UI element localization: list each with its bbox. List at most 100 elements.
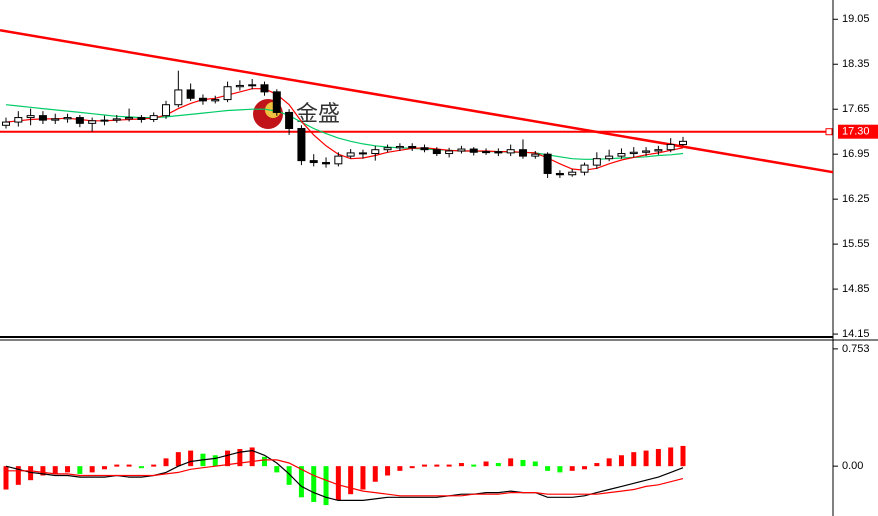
candle-body (51, 118, 60, 121)
candle-body (408, 145, 417, 149)
histogram-bar (286, 466, 292, 485)
candle-body (174, 89, 183, 106)
histogram-bar (520, 459, 526, 467)
histogram-bar (335, 466, 341, 501)
candle-body (235, 84, 244, 88)
candle-body (272, 91, 281, 113)
histogram-bar (311, 466, 317, 502)
histogram-bar (65, 466, 71, 473)
candle-body (14, 117, 23, 123)
y-tick-label: 14.15 (842, 328, 870, 340)
histogram-bar (545, 466, 551, 471)
histogram-bar (274, 466, 280, 473)
candle-body (543, 153, 552, 174)
candle-body (112, 118, 121, 121)
y-tick-label: 17.65 (842, 103, 870, 115)
watermark: 金盛 (296, 101, 340, 126)
candle-body (2, 121, 10, 126)
histogram-bar (446, 464, 452, 467)
price-line-handle (825, 128, 833, 136)
candle-body (383, 147, 392, 151)
histogram-bar (89, 466, 95, 473)
histogram-bar (409, 466, 415, 469)
candle-body (654, 149, 663, 152)
candle-body (88, 120, 97, 124)
histogram-bar (606, 458, 612, 467)
candle-body (371, 149, 380, 155)
candle-body (605, 155, 614, 160)
candle-body (346, 152, 355, 157)
candle-body (285, 111, 294, 129)
macd-line (6, 459, 684, 497)
candle-body (260, 84, 269, 93)
candle-body (629, 151, 638, 155)
y-tick-label: 19.05 (842, 13, 870, 25)
candle-body (75, 117, 84, 124)
histogram-bar (631, 452, 637, 467)
histogram-bar (114, 464, 120, 467)
histogram-bar (163, 458, 169, 467)
histogram-bar (126, 464, 132, 467)
histogram-bar (52, 466, 58, 474)
histogram-bar (138, 466, 144, 469)
histogram-bar (77, 466, 83, 474)
histogram-bar (360, 466, 366, 490)
candle-body (26, 115, 35, 119)
candle-body (334, 155, 343, 165)
candle-body (617, 153, 626, 157)
candle-body (309, 160, 318, 164)
candle-body (666, 144, 675, 151)
candle-body (149, 115, 158, 120)
histogram-bar (348, 466, 354, 495)
candle-body (211, 99, 220, 102)
histogram-bar (557, 466, 563, 473)
histogram-bar (618, 455, 624, 467)
candle-body (568, 171, 577, 176)
candle-body (297, 127, 306, 162)
histogram-bar (458, 463, 464, 467)
histogram-bar (594, 463, 600, 467)
histogram-bar (175, 452, 181, 467)
histogram-bar (151, 464, 157, 467)
candle-body (642, 150, 651, 153)
candle-body (198, 97, 207, 102)
candle-body (494, 151, 503, 154)
histogram-bar (495, 463, 501, 467)
histogram-bar (40, 466, 46, 476)
histogram-bar (397, 466, 403, 471)
candle-body (162, 104, 171, 117)
y-tick-label: 16.25 (842, 193, 870, 205)
y-tick-label: 15.55 (842, 238, 870, 250)
candle-body (679, 140, 687, 146)
histogram-bar (225, 450, 231, 467)
histogram-bar (3, 466, 9, 490)
histogram-bar (483, 461, 489, 467)
histogram-bar (471, 464, 477, 467)
y-tick-label: 18.35 (842, 58, 870, 70)
histogram-bar (655, 449, 661, 467)
candle-body (580, 164, 589, 173)
histogram-bar (422, 464, 428, 467)
candle-body (482, 151, 491, 154)
histogram-bar (680, 445, 686, 467)
candle-body (248, 84, 257, 87)
y-tick-label: 14.85 (842, 283, 870, 295)
histogram-bar (298, 466, 304, 498)
candle-body (592, 158, 601, 166)
histogram-bar (188, 450, 194, 467)
price-label-box (838, 124, 878, 139)
price-label: 17.30 (842, 126, 870, 138)
histogram-bar (323, 466, 329, 506)
candle-body (186, 89, 195, 99)
histogram-bar (15, 466, 21, 485)
histogram-bar (249, 447, 255, 467)
histogram-bar (261, 456, 267, 467)
candle-body (420, 147, 429, 151)
candle-body (63, 117, 72, 120)
histogram-bar (569, 466, 575, 471)
y-tick-label: 16.95 (842, 148, 870, 160)
candle-body (395, 145, 404, 149)
histogram-bar (508, 458, 514, 467)
